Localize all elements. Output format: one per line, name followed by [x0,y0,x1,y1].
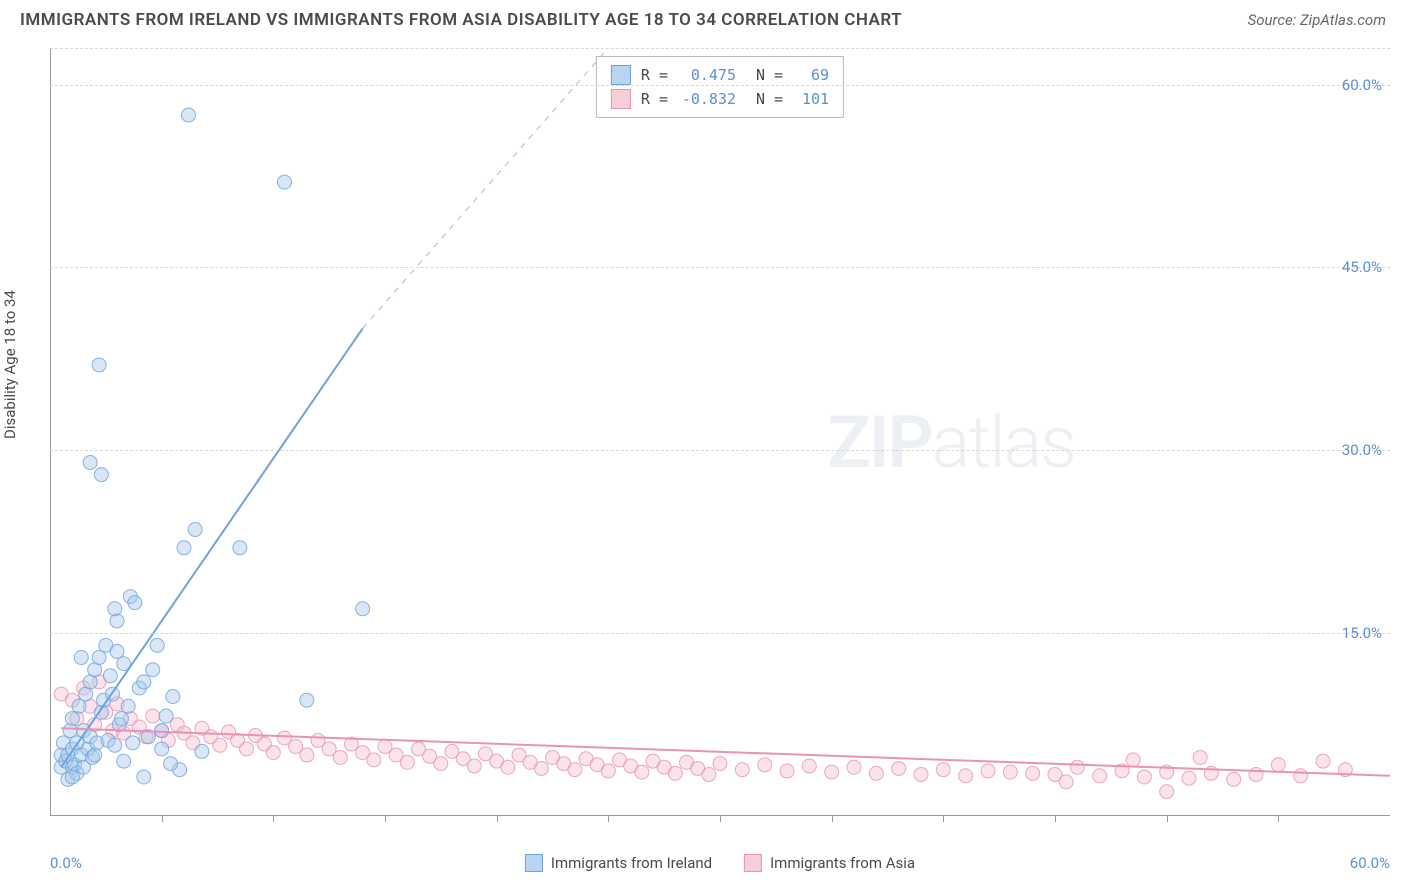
x-tick-mark [385,816,386,822]
x-tick-mark [497,816,498,822]
x-tick-mark [720,816,721,822]
gridline [50,450,1390,451]
legend-label: Immigrants from Ireland [551,854,712,872]
legend-swatch-icon [744,854,762,872]
y-tick-label: 30.0% [1342,441,1382,459]
stats-n-label: N = [756,90,783,108]
legend-item-ireland: Immigrants from Ireland [525,854,712,872]
scatter-plot-svg [50,48,1390,848]
stats-n-value: 101 [793,90,829,108]
source-label: Source: ZipAtlas.com [1248,11,1386,29]
y-axis-label: Disability Age 18 to 34 [1,290,19,439]
x-tick-mark [273,816,274,822]
stats-r-label: R = [641,66,668,84]
stats-r-value: 0.475 [678,66,736,84]
stats-n-label: N = [756,66,783,84]
x-tick-label: 60.0% [1350,854,1390,872]
legend: Immigrants from Ireland Immigrants from … [525,854,915,872]
stats-row-ireland: R = 0.475 N = 69 [611,63,829,87]
y-tick-label: 45.0% [1342,258,1382,276]
x-tick-mark [162,816,163,822]
stats-n-value: 69 [793,66,829,84]
legend-swatch-icon [525,854,543,872]
stats-swatch-icon [611,89,631,109]
x-tick-label: 0.0% [50,854,82,872]
gridline [50,267,1390,268]
stats-box: R = 0.475 N = 69 R = -0.832 N = 101 [596,56,844,118]
y-tick-label: 15.0% [1342,624,1382,642]
stats-row-asia: R = -0.832 N = 101 [611,87,829,111]
gridline [50,85,1390,86]
x-tick-mark [832,816,833,822]
x-tick-mark [1055,816,1056,822]
x-tick-mark [943,816,944,822]
gridline [50,633,1390,634]
y-tick-label: 60.0% [1342,76,1382,94]
legend-item-asia: Immigrants from Asia [744,854,915,872]
x-tick-mark [608,816,609,822]
stats-swatch-icon [611,65,631,85]
chart-title: IMMIGRANTS FROM IRELAND VS IMMIGRANTS FR… [20,10,902,30]
legend-label: Immigrants from Asia [770,854,915,872]
x-tick-mark [1167,816,1168,822]
x-tick-mark [1278,816,1279,822]
stats-r-value: -0.832 [678,90,736,108]
stats-r-label: R = [641,90,668,108]
gridline [50,48,1390,49]
chart-area: ZIPatlas R = 0.475 N = 69 R = -0.832 N =… [50,48,1390,848]
